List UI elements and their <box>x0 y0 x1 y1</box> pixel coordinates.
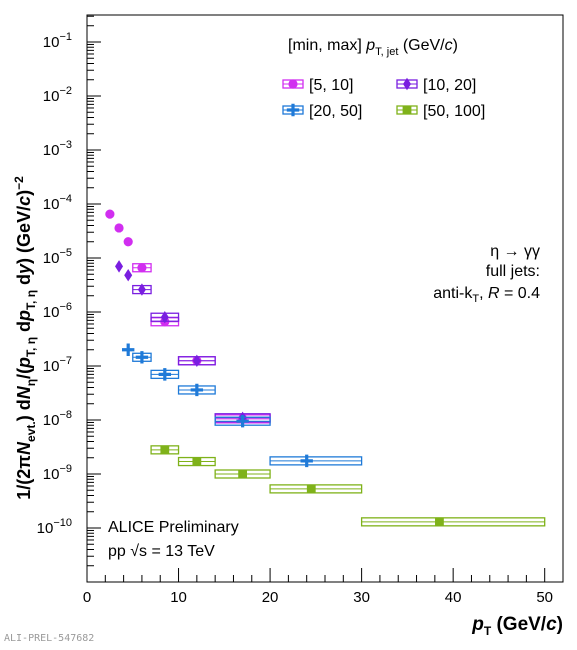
legend-entry: [50, 100] <box>396 103 485 120</box>
y-tick-label: 10−7 <box>43 355 72 375</box>
caption-collaboration: ALICE Preliminary <box>108 519 239 536</box>
x-tick-label: 20 <box>262 589 279 606</box>
legend-entry: [10, 20] <box>396 77 476 94</box>
series-square <box>150 445 546 527</box>
series-diamond <box>115 260 271 424</box>
legend-marker <box>402 105 412 115</box>
data-point <box>135 351 149 364</box>
data-point <box>158 368 172 381</box>
legend-title: [min, max] pT, jet (GeV/c) <box>288 37 458 58</box>
annotation-decay: η → γγ <box>490 243 540 260</box>
x-tick-label: 40 <box>445 589 462 606</box>
y-tick-label: 10−8 <box>43 409 72 429</box>
data-point <box>236 415 249 428</box>
y-tick-label: 10−3 <box>43 139 72 159</box>
series-cross <box>121 343 363 468</box>
data-point <box>105 209 115 219</box>
axis-ticks: 0 10 20 30 40 50 10−10 10−9 10−8 10−7 10−6 10−5 10−4… <box>37 15 564 606</box>
legend-marker <box>403 77 411 91</box>
y-tick-label: 10−2 <box>43 85 72 105</box>
data-point <box>160 445 170 455</box>
legend-label: [20, 50] <box>309 103 362 120</box>
legend-entry: [5, 10] <box>282 77 353 94</box>
data-point <box>238 469 248 479</box>
data-point <box>123 237 133 247</box>
data-layer <box>105 209 546 527</box>
y-tick-label: 10−1 <box>43 31 72 51</box>
y-tick-label: 10−9 <box>43 463 72 483</box>
data-point <box>300 454 313 468</box>
y-tick-label: 10−4 <box>43 193 72 213</box>
legend-entry: [20, 50] <box>282 103 362 120</box>
legend-marker <box>288 79 298 89</box>
x-tick-label: 30 <box>353 589 370 606</box>
x-tick-label: 0 <box>83 589 91 606</box>
data-point <box>121 343 135 356</box>
y-tick-label: 10−10 <box>37 517 72 537</box>
x-axis-title: pT (GeV/c) <box>471 614 563 638</box>
caption-energy: pp √s = 13 TeV <box>108 543 215 560</box>
legend: [5, 10] [10, 20] [20, 50] [50, 100] <box>282 77 485 120</box>
data-point <box>114 223 124 233</box>
y-tick-label: 10−5 <box>43 247 72 267</box>
data-point <box>435 517 444 527</box>
data-point <box>306 484 316 494</box>
legend-label: [5, 10] <box>309 77 353 94</box>
legend-label: [50, 100] <box>423 103 485 120</box>
annotation-algorithm: anti-kT, R = 0.4 <box>433 285 540 305</box>
data-point <box>124 269 133 282</box>
legend-marker <box>286 103 300 117</box>
data-point <box>190 383 204 397</box>
y-tick-label: 10−6 <box>43 301 72 321</box>
figure-id: ALI-PREL-547682 <box>4 633 95 644</box>
y-axis-title: 1/(2πNevt.) dNη/(pT, η dpT, η dy) (GeV/c… <box>12 176 38 500</box>
x-tick-label: 50 <box>536 589 553 606</box>
data-point <box>192 354 201 367</box>
series-circle <box>105 209 271 424</box>
x-tick-label: 10 <box>170 589 187 606</box>
data-point <box>115 260 124 273</box>
data-point <box>137 283 146 296</box>
data-point <box>160 311 169 324</box>
annotation-jets: full jets: <box>486 263 540 280</box>
data-point <box>192 457 202 466</box>
legend-label: [10, 20] <box>423 77 476 94</box>
data-point <box>137 263 147 273</box>
